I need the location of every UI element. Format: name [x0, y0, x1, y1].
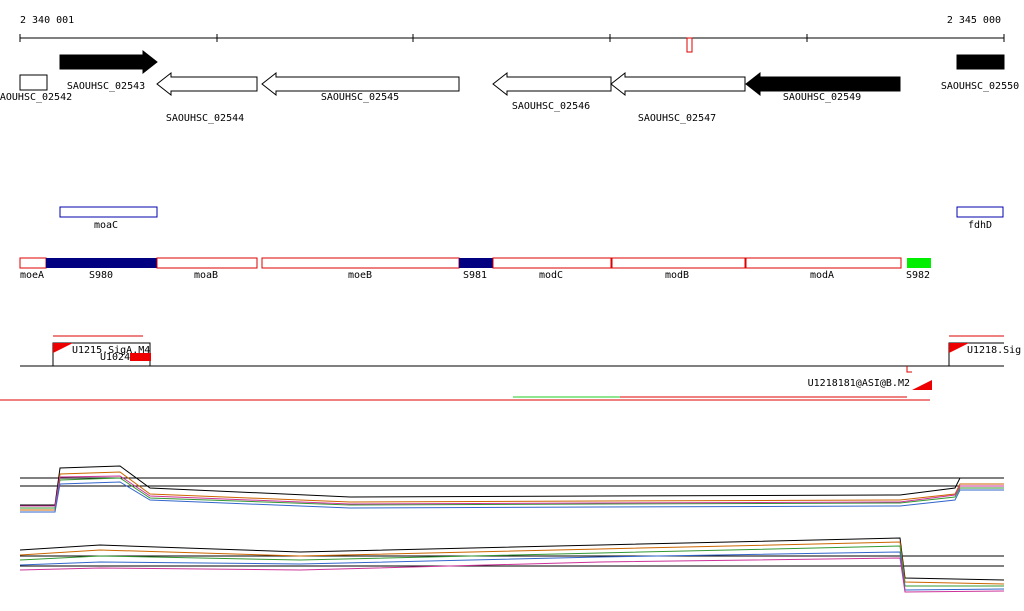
segment — [907, 258, 931, 268]
ruler-end: 2 345 000 — [947, 15, 1001, 26]
gene-label: SAOUHSC_02550 — [941, 81, 1019, 92]
segment — [492, 257, 612, 269]
segment — [745, 257, 902, 269]
gene — [19, 74, 48, 91]
operon-label: moaC — [94, 220, 118, 231]
segment-label: moeA — [20, 270, 44, 281]
transcript-label: U1218181@ASI@B.M2 — [808, 378, 910, 389]
ruler — [19, 34, 1005, 42]
operon — [956, 206, 1004, 218]
segment-label: S980 — [89, 270, 113, 281]
gene-label: SAOUHSC_02549 — [783, 92, 861, 103]
gene-label: SAOUHSC_02546 — [512, 101, 590, 112]
gene — [610, 71, 746, 97]
operon-label: fdhD — [968, 220, 992, 231]
transcript-label: U1024 — [100, 352, 130, 363]
segment — [156, 257, 258, 269]
marker — [686, 37, 693, 53]
ruler-start: 2 340 001 — [20, 15, 74, 26]
segment — [19, 257, 47, 269]
gene — [956, 54, 1005, 70]
transcript-label: U1215.SigA.M4 — [72, 345, 150, 356]
gene — [492, 71, 612, 97]
gene-label: SAOUHSC_02547 — [638, 113, 716, 124]
gene-label: SAOUHSC_02545 — [321, 92, 399, 103]
gene — [59, 49, 158, 75]
expression-traces — [19, 465, 1005, 593]
segment-label: S982 — [906, 270, 930, 281]
segment-label: S981 — [463, 270, 487, 281]
gene-label: AOUHSC_02542 — [0, 92, 72, 103]
transcripts — [0, 335, 1004, 401]
segment-label: modB — [665, 270, 689, 281]
segment — [46, 258, 157, 268]
segment-label: moaB — [194, 270, 218, 281]
gene — [745, 71, 901, 97]
operon — [59, 206, 158, 218]
segment — [611, 257, 746, 269]
transcript-label: U1218.Sig — [967, 345, 1021, 356]
gene-label: SAOUHSC_02543 — [67, 81, 145, 92]
segment — [261, 257, 460, 269]
segment-label: moeB — [348, 270, 372, 281]
gene — [156, 71, 258, 97]
segment-label: modA — [810, 270, 834, 281]
segment-label: modC — [539, 270, 563, 281]
gene-label: SAOUHSC_02544 — [166, 113, 244, 124]
segment — [459, 258, 493, 268]
gene — [261, 71, 460, 97]
